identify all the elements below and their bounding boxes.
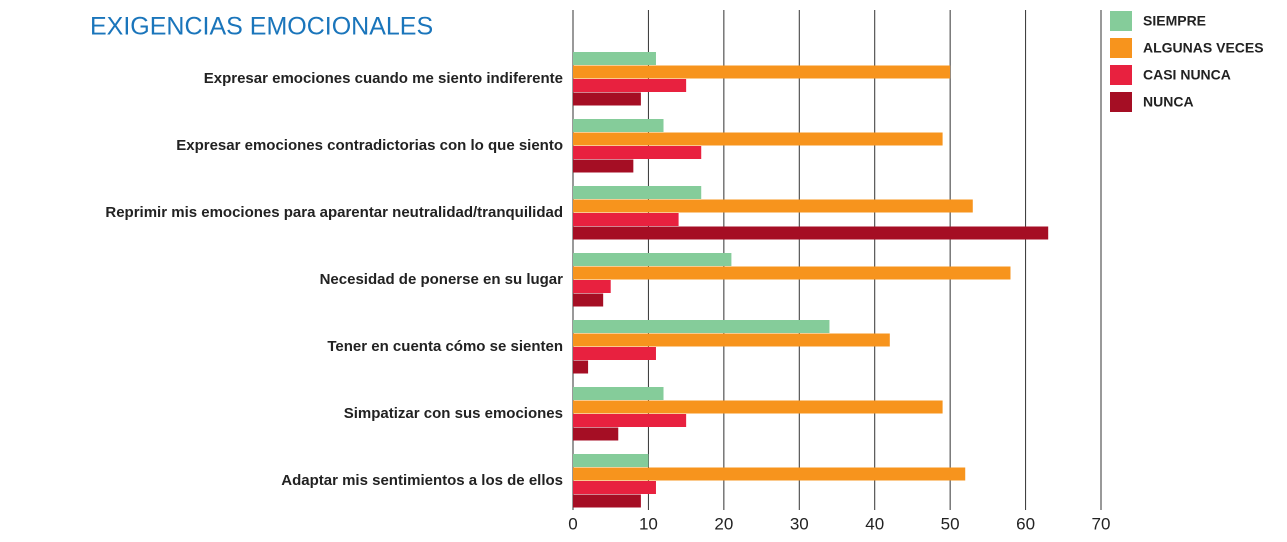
category-label: Tener en cuenta cómo se sienten	[327, 338, 563, 355]
bar	[573, 427, 619, 441]
legend-label: SIEMPRE	[1143, 13, 1206, 29]
bar	[573, 132, 943, 146]
category-label: Simpatizar con sus emociones	[344, 405, 563, 422]
bar	[573, 213, 679, 226]
bar	[573, 79, 687, 92]
bar	[573, 186, 702, 199]
bar	[573, 454, 649, 467]
bar	[573, 146, 702, 159]
bar	[573, 494, 641, 508]
bar	[573, 320, 830, 333]
bar	[573, 199, 973, 213]
x-tick-label: 10	[639, 514, 658, 533]
x-tick-label: 60	[1016, 514, 1035, 533]
category-label: Reprimir mis emociones para aparentar ne…	[105, 204, 563, 221]
x-tick-label: 30	[790, 514, 809, 533]
legend-swatch	[1110, 65, 1132, 85]
bar	[573, 65, 951, 79]
bar	[573, 52, 656, 65]
bar	[573, 266, 1011, 280]
x-tick-label: 50	[941, 514, 960, 533]
bar	[573, 467, 966, 481]
category-label: Adaptar mis sentimientos a los de ellos	[281, 472, 563, 489]
bar	[573, 333, 890, 347]
bar	[573, 253, 732, 266]
bar	[573, 226, 1049, 240]
chart-title: EXIGENCIAS EMOCIONALES	[90, 13, 433, 41]
legend-swatch	[1110, 92, 1132, 112]
bar	[573, 293, 604, 307]
category-label: Expresar emociones cuando me siento indi…	[204, 70, 563, 87]
legend-swatch	[1110, 38, 1132, 58]
bar	[573, 360, 589, 374]
bar	[573, 119, 664, 132]
legend-label: ALGUNAS VECES	[1143, 40, 1264, 56]
legend-swatch	[1110, 11, 1132, 31]
bar	[573, 414, 687, 427]
legend-label: CASI NUNCA	[1143, 67, 1231, 83]
x-tick-label: 70	[1092, 514, 1111, 533]
bar	[573, 400, 943, 414]
category-label: Necesidad de ponerse en su lugar	[320, 271, 564, 288]
category-label: Expresar emociones contradictorias con l…	[176, 137, 563, 154]
x-tick-label: 40	[865, 514, 884, 533]
bar	[573, 387, 664, 400]
bar	[573, 347, 656, 360]
bar	[573, 92, 641, 106]
bar	[573, 159, 634, 173]
legend-label: NUNCA	[1143, 94, 1194, 110]
bar	[573, 481, 656, 494]
bar	[573, 280, 611, 293]
x-tick-label: 20	[714, 514, 733, 533]
x-tick-label: 0	[568, 514, 577, 533]
